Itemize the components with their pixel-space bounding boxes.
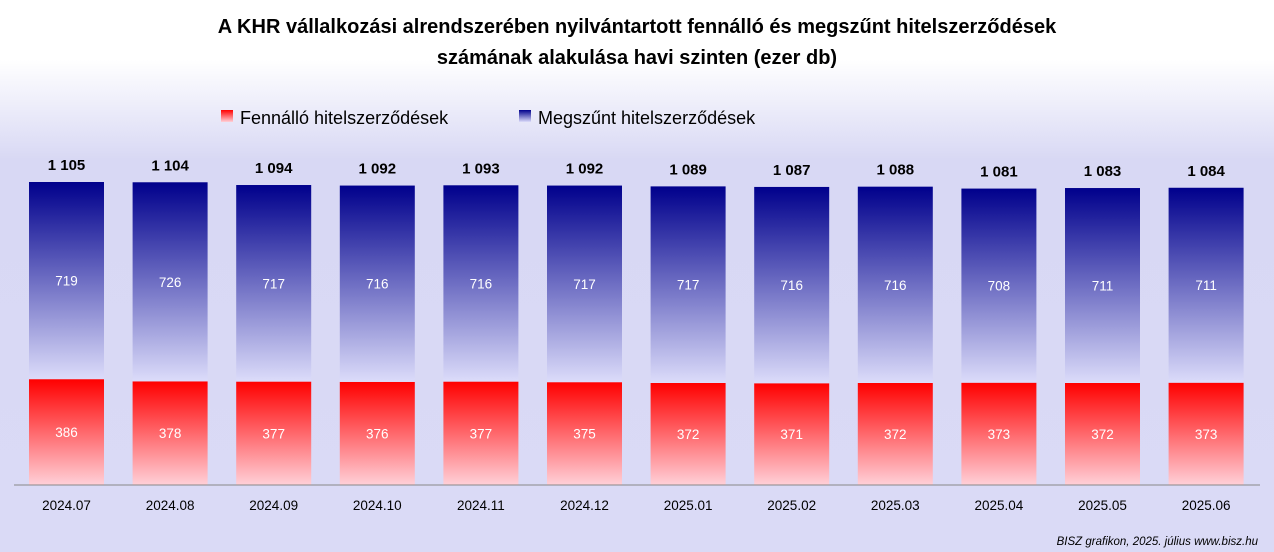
data-label-megszunt: 717 [262,276,285,291]
data-label-fennallo: 373 [988,427,1011,442]
bars-group: 386 719 1 105 378 726 1 104 377 717 1 094 376 716 1… [29,157,1244,485]
data-label-total: 1 093 [462,160,500,177]
data-label-megszunt: 717 [677,278,700,293]
data-label-fennallo: 372 [1091,427,1114,442]
legend-label-fennallo: Fennálló hitelszerződések [240,108,449,128]
x-tick-label: 2025.03 [871,498,920,513]
data-label-total: 1 105 [48,157,86,174]
x-tick-label: 2024.09 [249,498,298,513]
x-tick-label: 2024.12 [560,498,609,513]
bar-megszunt [547,185,622,383]
bar-fennallo [443,381,519,485]
data-label-megszunt: 716 [366,277,389,292]
data-label-fennallo: 371 [780,427,803,442]
data-label-fennallo: 372 [677,427,700,442]
bar-megszunt [29,182,104,380]
data-label-megszunt: 716 [470,276,493,291]
bar-megszunt [650,186,726,383]
data-label-megszunt: 717 [573,277,596,292]
data-label-total: 1 092 [359,161,397,178]
x-tick-label: 2025.01 [664,498,713,513]
data-label-megszunt: 726 [159,275,182,290]
legend-label-megszunt: Megszűnt hitelszerződések [538,108,756,128]
bar-megszunt [132,182,208,382]
bar-megszunt [443,185,519,382]
data-label-megszunt: 716 [884,278,907,293]
legend: Fennálló hitelszerződések Megszűnt hitel… [221,108,756,128]
bar-fennallo [857,382,933,485]
bar-fennallo [650,382,726,485]
data-label-fennallo: 378 [159,426,182,441]
x-tick-label: 2024.08 [146,498,195,513]
data-label-total: 1 092 [566,161,604,178]
data-label-total: 1 083 [1084,163,1122,180]
data-label-fennallo: 376 [366,426,389,441]
data-label-total: 1 089 [669,161,707,178]
x-tick-label: 2024.07 [42,498,91,513]
bar-megszunt [1065,188,1140,383]
bar-fennallo [1065,382,1140,485]
x-tick-label: 2024.10 [353,498,402,513]
bar-fennallo [339,381,415,485]
data-label-total: 1 081 [980,164,1018,181]
data-label-megszunt: 711 [1195,278,1217,293]
data-label-fennallo: 372 [884,427,907,442]
x-tick-label: 2025.04 [974,498,1023,513]
bar-megszunt [1168,187,1244,383]
data-label-megszunt: 716 [780,278,803,293]
bar-megszunt [236,185,312,382]
data-label-fennallo: 377 [470,426,493,441]
bar-fennallo [961,382,1037,485]
data-label-total: 1 088 [877,162,915,179]
credit-text: BISZ grafikon, 2025. július www.bisz.hu [1057,536,1259,548]
data-label-fennallo: 377 [262,426,285,441]
bar-megszunt [339,185,415,382]
x-tick-label: 2025.05 [1078,498,1127,513]
data-label-megszunt: 708 [988,279,1011,294]
bar-fennallo [754,383,830,485]
bar-megszunt [961,188,1037,383]
x-axis-ticks: 2024.07 2024.08 2024.09 2024.10 2024.11 2024.… [42,498,1230,513]
data-label-fennallo: 373 [1195,427,1218,442]
data-label-fennallo: 375 [573,427,596,442]
bar-megszunt [754,186,830,384]
data-label-total: 1 104 [151,157,189,174]
bar-fennallo [236,381,312,485]
bar-fennallo [1168,382,1244,485]
chart-title-line2: számának alakulása havi szinten (ezer db… [437,47,837,69]
chart-title-line1: A KHR vállalkozási alrendszerében nyilvá… [218,16,1057,38]
bar-fennallo [547,382,622,485]
data-label-total: 1 084 [1187,163,1225,180]
legend-swatch-fennallo [221,110,233,122]
bar-fennallo [132,381,208,485]
bar-fennallo [29,379,104,485]
x-tick-label: 2025.02 [767,498,816,513]
data-label-total: 1 087 [773,162,811,179]
x-tick-label: 2024.11 [457,498,505,513]
data-label-fennallo: 386 [55,425,78,440]
legend-swatch-megszunt [519,110,531,122]
bar-megszunt [857,186,933,383]
data-label-megszunt: 711 [1092,279,1114,294]
x-tick-label: 2025.06 [1182,498,1231,513]
data-label-megszunt: 719 [55,274,78,289]
data-label-total: 1 094 [255,160,293,177]
